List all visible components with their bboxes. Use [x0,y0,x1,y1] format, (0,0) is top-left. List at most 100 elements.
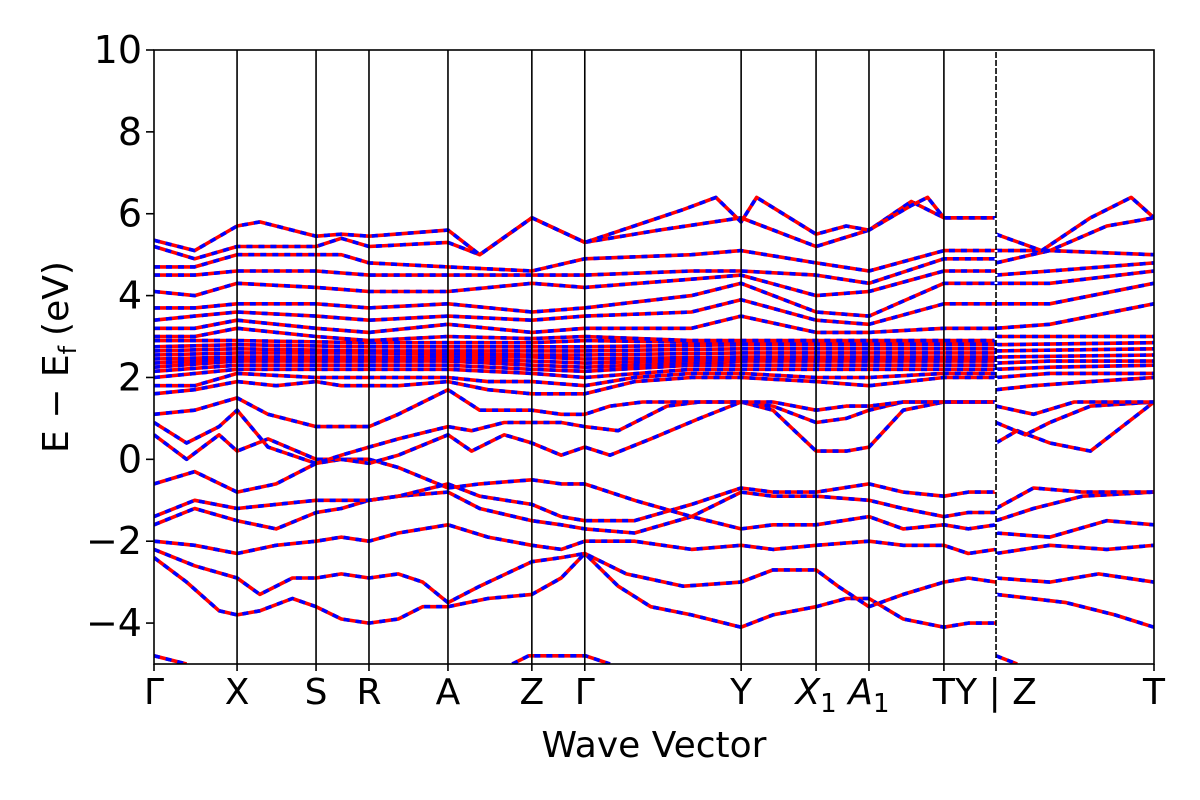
band-11-series-1 [154,375,996,396]
x-tick-label-12: T [1142,672,1166,713]
band-32 [995,592,1154,629]
band-7-series-2 [154,457,997,531]
band-11 [154,375,996,396]
band-25-series-2 [154,281,996,318]
band-9 [154,400,996,466]
band-52-series-2 [995,261,1154,277]
band-5-series-2 [154,490,996,535]
plot-frame [153,49,1155,665]
x-tick-label-4: A [436,672,461,713]
band-55 [995,195,1154,253]
band-5 [154,490,996,535]
band-54-series-2 [996,216,1154,253]
high-symmetry-lines [236,50,998,664]
band-6 [154,482,996,523]
y-tick-label-0: −4 [86,601,142,645]
band-4-series-2 [154,523,997,556]
x-tick-label-6: Γ [575,672,595,713]
band-30 [154,195,996,257]
band-51 [996,269,1154,286]
band-12-series-2 [154,371,996,388]
band-46 [995,347,1154,353]
x-tick-label-5: Z [520,672,545,713]
band-28-series-2 [154,248,996,273]
band-10 [154,387,996,429]
y-axis-title-unit: (eV) [36,261,77,336]
band-39 [995,400,1154,437]
band-26-series-2 [154,269,996,298]
band-47-series-2 [995,340,1154,347]
band-42 [995,371,1154,380]
band-49 [995,302,1154,331]
band-40-series-2 [995,400,1154,417]
band-46-series-2 [995,347,1154,353]
x-tick-label-10: T [932,672,956,713]
band-41 [995,375,1154,392]
band-15 [154,359,996,369]
band-4 [154,523,997,556]
band-38 [995,400,1154,453]
band-10-series-2 [154,387,996,429]
band-37-series-1 [995,486,1154,511]
band-38-series-2 [995,400,1154,453]
y-tick-label-6: 8 [118,110,142,154]
x-tick-label-1: X [225,672,250,713]
band-8 [154,400,996,466]
band-0-series-2 [154,654,188,664]
y-tick-label-2: 0 [118,437,142,481]
band-49-series-2 [995,302,1154,331]
band-9-series-2 [154,400,996,466]
band-1 [511,654,611,664]
band-33 [995,572,1154,584]
band-6-series-2 [154,482,996,523]
band-16-series-2 [154,357,996,365]
band-0 [154,654,188,664]
band-25 [154,281,996,318]
band-44 [995,359,1154,365]
band-39-series-2 [995,400,1154,437]
band-36-series-2 [995,490,1154,523]
band-26 [154,269,996,298]
y-axis-ticks: −4 −2 0 2 4 6 8 10 [86,28,154,645]
band-24-series-2 [154,297,996,327]
x-tick-label-8: X1 [793,672,836,719]
band-37 [995,486,1154,511]
x-tick-label-7: Y [729,672,753,713]
y-tick-label-5: 6 [118,192,142,236]
band-31-series-2 [995,654,1018,664]
band-2-series-2 [154,551,996,629]
band-27 [154,257,996,286]
band-31 [995,654,1018,664]
band-1-series-2 [511,654,611,664]
band-41-series-1 [995,375,1154,392]
band-35-series-2 [995,518,1154,539]
band-40 [995,400,1154,417]
band-16 [154,357,996,365]
x-tick-label-9: A1 [846,672,889,719]
y-axis-title-main: E − E [36,354,77,453]
y-tick-label-7: 10 [94,28,142,72]
band-22-series-2 [154,326,996,343]
band-23-series-2 [154,314,996,335]
band-24 [154,297,996,327]
band-45-series-2 [995,353,1154,359]
band-3 [154,547,997,609]
band-33-series-2 [995,572,1154,584]
x-tick-label-3: R [356,672,381,713]
band-42-series-2 [995,371,1154,380]
band-50 [996,281,1154,306]
band-54 [996,216,1154,253]
band-47 [995,340,1154,347]
band-32-series-1 [995,592,1154,629]
band-3-series-2 [154,547,997,609]
band-34 [995,543,1154,556]
y-tick-label-4: 4 [118,274,142,318]
x-axis-title: Wave Vector [542,725,767,766]
band-52 [995,261,1154,277]
band-45 [995,353,1154,359]
x-tick-label-2: S [305,672,328,713]
x-tick-label-11: Y | Z [954,672,1037,713]
band-53-series-2 [995,248,1154,265]
y-tick-label-3: 2 [118,355,142,399]
